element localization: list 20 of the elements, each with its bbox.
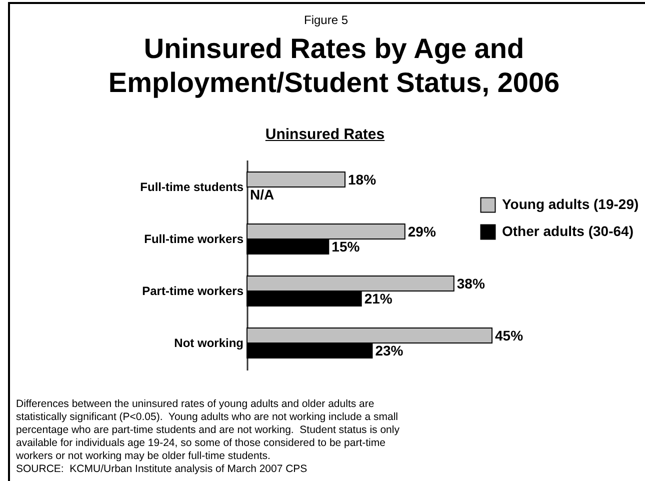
data-label: 15% bbox=[332, 238, 360, 255]
y-tick-label: Full-time students bbox=[140, 180, 244, 194]
y-tick-label: Part-time workers bbox=[142, 284, 244, 298]
source-note: SOURCE: KCMU/Urban Institute analysis of March 2007 CPS bbox=[16, 462, 308, 476]
data-label: 38% bbox=[456, 275, 486, 292]
chart-title: Uninsured Rates by Age and Employment/Student Status, 2006 bbox=[107, 32, 561, 100]
data-label: 45% bbox=[495, 327, 524, 344]
y-tick-label: Not working bbox=[174, 336, 244, 350]
data-label: 29% bbox=[408, 224, 436, 240]
chart-subtitle: Uninsured Rates bbox=[264, 126, 386, 144]
y-tick-label: Full-time workers bbox=[144, 232, 244, 246]
caption: Figure 5 bbox=[302, 13, 350, 27]
bar bbox=[246, 172, 346, 188]
data-label: 18% bbox=[348, 172, 377, 188]
text: N/A bbox=[250, 186, 274, 203]
data-label: 23% bbox=[375, 342, 404, 358]
text: Differences between the uninsured rates of young adults and older adults are statistically significant (P<0.05). Young adults who are not working include a small percentage who are part-time students and are not working. Student status is only available for individuals age 19-24, so some of those considered to be part-time workers or not working may be older full-time students. bbox=[16, 398, 400, 463]
legend-label: Young adults (19-29) bbox=[502, 196, 639, 212]
data-label: 21% bbox=[364, 290, 393, 306]
legend-label: Other adults (30-64) bbox=[502, 223, 634, 239]
